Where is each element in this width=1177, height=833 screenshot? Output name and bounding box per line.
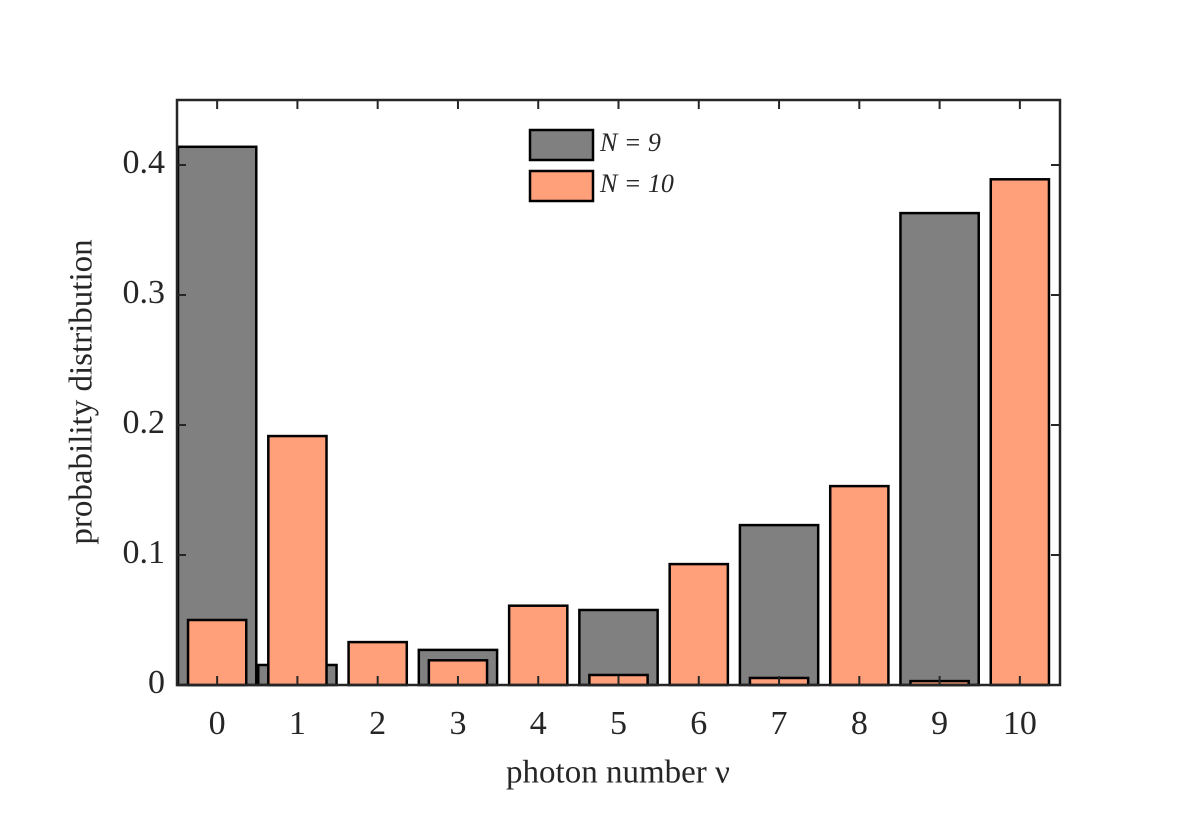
bar: [176, 145, 258, 687]
x-tick-label: 2: [369, 705, 386, 742]
legend-label: N = 9: [599, 128, 661, 157]
x-tick-label: 0: [209, 705, 226, 742]
bar: [738, 523, 820, 687]
x-tick-label: 7: [771, 705, 788, 742]
y-tick-label: 0.4: [123, 144, 166, 181]
x-tick-label: 3: [449, 705, 466, 742]
x-tick-label: 4: [530, 705, 547, 742]
y-tick-label: 0.2: [123, 404, 166, 441]
x-tick-label: 1: [289, 705, 306, 742]
legend-swatch: [528, 128, 595, 162]
bar: [668, 562, 730, 687]
x-tick-label: 10: [1003, 705, 1037, 742]
x-axis-label: photon number ν: [506, 755, 730, 791]
bar: [186, 618, 248, 687]
y-tick-label: 0.3: [123, 274, 166, 311]
y-tick-label: 0: [148, 664, 165, 701]
x-tick-label: 6: [690, 705, 707, 742]
bar: [507, 604, 569, 687]
x-tick-label: 9: [931, 705, 948, 742]
bar: [989, 178, 1051, 687]
bar: [267, 434, 328, 687]
x-tick-label: 5: [610, 705, 627, 742]
bar: [578, 608, 659, 687]
bar: [899, 211, 980, 687]
legend-swatch: [528, 169, 595, 203]
y-tick-label: 0.1: [123, 534, 166, 571]
x-tick-label: 8: [851, 705, 868, 742]
y-axis-label: probability distribution: [64, 239, 100, 544]
legend-label: N = 10: [599, 169, 674, 198]
bar: [828, 484, 890, 687]
